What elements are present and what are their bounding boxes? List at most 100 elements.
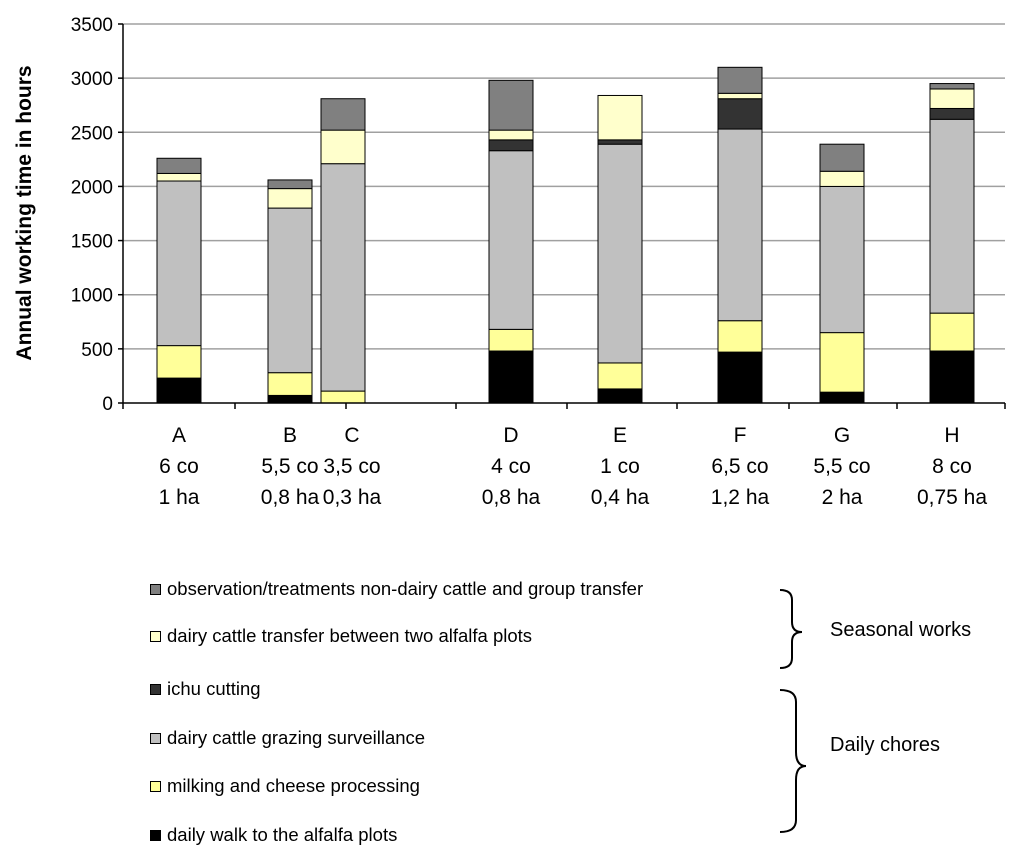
bar-segment bbox=[929, 350, 975, 404]
legend-swatch bbox=[150, 583, 161, 595]
x-category-label: 6 co bbox=[159, 455, 199, 478]
bar-segment bbox=[267, 179, 313, 190]
bar-segment bbox=[267, 207, 313, 374]
x-category-label: E bbox=[613, 424, 627, 447]
x-category-label: F bbox=[734, 424, 747, 447]
legend-item: dairy cattle grazing surveillance bbox=[150, 727, 425, 749]
bar-segment bbox=[488, 139, 534, 152]
x-category-label: H bbox=[944, 424, 959, 447]
legend-swatch bbox=[150, 780, 161, 792]
x-category-label: C bbox=[344, 424, 359, 447]
legend-item: milking and cheese processing bbox=[150, 775, 420, 797]
x-category-label: 0,4 ha bbox=[591, 486, 650, 509]
bar-segment bbox=[929, 118, 975, 314]
bar-segment bbox=[156, 180, 202, 347]
bar-segment bbox=[488, 328, 534, 352]
y-tick-label: 1000 bbox=[71, 286, 113, 307]
x-category-label: 2 ha bbox=[822, 486, 863, 509]
bar-segment bbox=[597, 139, 643, 145]
y-tick-label: 2000 bbox=[71, 177, 113, 198]
y-tick-label: 3500 bbox=[71, 15, 113, 36]
bar-segment bbox=[929, 312, 975, 352]
x-category-label: 5,5 co bbox=[261, 455, 318, 478]
x-category-label: 3,5 co bbox=[323, 455, 380, 478]
legend-swatch bbox=[150, 683, 161, 695]
bar-segment bbox=[156, 157, 202, 174]
x-category-label: A bbox=[172, 424, 186, 447]
bars bbox=[156, 66, 975, 404]
legend-label: ichu cutting bbox=[167, 678, 261, 699]
bar-segment bbox=[717, 320, 763, 353]
bar-segment bbox=[717, 351, 763, 404]
x-category-label: D bbox=[503, 424, 518, 447]
bar-segment bbox=[267, 188, 313, 209]
bar-segment bbox=[488, 79, 534, 131]
bar-segment bbox=[717, 92, 763, 100]
bar-segment bbox=[819, 332, 865, 393]
bar-segment bbox=[488, 129, 534, 141]
legend-swatch bbox=[150, 829, 161, 841]
bar-segment bbox=[488, 150, 534, 330]
x-category-label: 1,2 ha bbox=[711, 486, 770, 509]
bar-segment bbox=[320, 129, 366, 165]
y-tick-label: 1500 bbox=[71, 232, 113, 253]
bar-segment bbox=[320, 390, 366, 404]
x-category-label: 0,3 ha bbox=[323, 486, 382, 509]
bar-segment bbox=[819, 391, 865, 404]
y-axis-label: Annual working time in hours bbox=[13, 65, 36, 360]
x-category-label: 6,5 co bbox=[711, 455, 768, 478]
daily-brace bbox=[779, 689, 807, 833]
legend-item: ichu cutting bbox=[150, 678, 261, 700]
bar-segment bbox=[267, 394, 313, 404]
bar-segment bbox=[597, 94, 643, 141]
x-category-label: 1 ha bbox=[159, 486, 200, 509]
legend-swatch bbox=[150, 630, 161, 642]
y-tick-label: 0 bbox=[102, 394, 113, 415]
axes bbox=[118, 23, 1006, 409]
bar-segment bbox=[267, 372, 313, 396]
legend-label: milking and cheese processing bbox=[167, 775, 420, 796]
x-category-label: 1 co bbox=[600, 455, 640, 478]
bar-segment bbox=[156, 345, 202, 379]
bar-segment bbox=[717, 66, 763, 94]
legend-label: dairy cattle grazing surveillance bbox=[167, 727, 426, 748]
legend-label: dairy cattle transfer between two alfalf… bbox=[167, 625, 533, 646]
bar-segment bbox=[717, 128, 763, 322]
x-category-label: G bbox=[834, 424, 850, 447]
legend-item: observation/treatments non-dairy cattle … bbox=[150, 578, 643, 600]
bar-segment bbox=[819, 170, 865, 187]
gridlines bbox=[123, 23, 1005, 350]
bar-segment bbox=[488, 350, 534, 404]
bar-segment bbox=[320, 98, 366, 131]
bar-segment bbox=[929, 88, 975, 109]
y-tick-labels: 0 500 1000 1500 2000 2500 3000 3500 bbox=[71, 15, 113, 415]
legend-item: dairy cattle transfer between two alfalf… bbox=[150, 625, 532, 647]
bar-segment bbox=[156, 172, 202, 182]
x-category-label: 0,8 ha bbox=[261, 486, 320, 509]
bar-segment bbox=[156, 377, 202, 404]
stacked-bar-chart: 0 500 1000 1500 2000 2500 3000 3500 A 6 co 1 ha B 5… bbox=[13, 15, 1006, 509]
bar-segment bbox=[717, 98, 763, 130]
bar-segment bbox=[819, 185, 865, 334]
bar-segment bbox=[929, 107, 975, 120]
bar-segment bbox=[597, 143, 643, 364]
seasonal-works-label: Seasonal works bbox=[830, 619, 972, 641]
y-tick-label: 500 bbox=[81, 340, 113, 361]
bar-segment bbox=[819, 143, 865, 172]
x-category-label: 8 co bbox=[932, 455, 972, 478]
bar-segment bbox=[320, 163, 366, 392]
legend-item: daily walk to the alfalfa plots bbox=[150, 824, 397, 846]
legend-swatch bbox=[150, 732, 161, 744]
x-category-label: 5,5 co bbox=[813, 455, 870, 478]
legend-label: observation/treatments non-dairy cattle … bbox=[167, 578, 644, 599]
bar-segment bbox=[597, 362, 643, 390]
x-category-labels: A 6 co 1 ha B 5,5 co 0,8 ha C 3,5 co 0,3 ha D 4 co… bbox=[159, 424, 988, 509]
x-category-label: B bbox=[283, 424, 297, 447]
x-category-label: 4 co bbox=[491, 455, 531, 478]
x-category-label: 0,75 ha bbox=[917, 486, 987, 509]
x-category-label: 0,8 ha bbox=[482, 486, 541, 509]
daily-chores-label: Daily chores bbox=[830, 734, 941, 756]
y-tick-label: 3000 bbox=[71, 69, 113, 90]
legend-label: daily walk to the alfalfa plots bbox=[167, 824, 398, 845]
seasonal-brace bbox=[779, 589, 803, 669]
